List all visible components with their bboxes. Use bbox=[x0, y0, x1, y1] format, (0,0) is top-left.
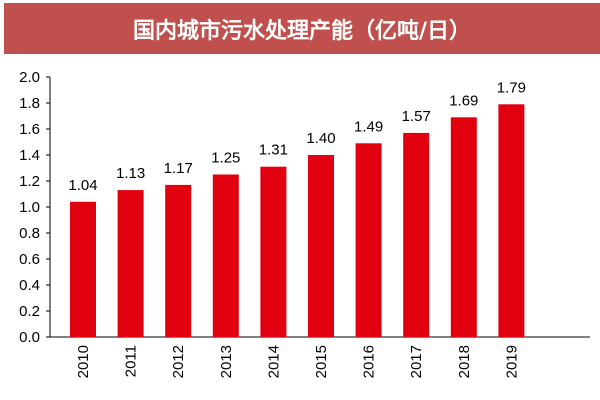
y-tick-label: 0.8 bbox=[19, 225, 40, 242]
y-tick-label: 0.0 bbox=[19, 329, 40, 346]
x-tick-label: 2010 bbox=[75, 345, 92, 378]
x-tick-label: 2013 bbox=[218, 345, 235, 378]
data-label: 1.49 bbox=[354, 118, 383, 135]
y-tick-label: 2.0 bbox=[19, 69, 40, 86]
x-tick-label: 2017 bbox=[408, 345, 425, 378]
data-label: 1.57 bbox=[402, 108, 431, 125]
bar-2018 bbox=[450, 117, 477, 337]
data-label: 1.25 bbox=[211, 150, 240, 167]
x-tick-label: 2015 bbox=[313, 345, 330, 378]
x-tick-label: 2018 bbox=[456, 345, 473, 378]
bar-2013 bbox=[212, 174, 239, 337]
x-tick-label: 2014 bbox=[265, 345, 282, 378]
data-label: 1.31 bbox=[259, 142, 288, 159]
bar-2014 bbox=[260, 166, 287, 337]
bar-2015 bbox=[308, 155, 334, 337]
y-tick-label: 0.4 bbox=[19, 277, 40, 294]
bar-2012 bbox=[165, 184, 192, 337]
data-label: 1.69 bbox=[449, 92, 478, 109]
data-label: 1.13 bbox=[116, 165, 145, 182]
y-tick-label: 1.8 bbox=[19, 95, 40, 112]
bar-2019 bbox=[498, 104, 525, 337]
x-tick-label: 2012 bbox=[170, 345, 187, 378]
bar-2016 bbox=[355, 143, 382, 337]
y-tick-label: 1.0 bbox=[19, 199, 40, 216]
x-tick-label: 2019 bbox=[503, 345, 520, 378]
data-label: 1.40 bbox=[306, 130, 335, 147]
data-label: 1.79 bbox=[497, 79, 526, 96]
y-tick-label: 0.6 bbox=[19, 251, 40, 268]
data-label: 1.17 bbox=[164, 160, 193, 177]
bar-2011 bbox=[117, 190, 144, 337]
bar-2017 bbox=[403, 132, 430, 337]
x-tick-label: 2016 bbox=[361, 345, 378, 378]
chart-title-bar: 国内城市污水处理产能（亿吨/日） bbox=[4, 3, 600, 54]
data-label: 1.04 bbox=[68, 177, 97, 194]
y-tick-label: 0.2 bbox=[19, 303, 40, 320]
y-tick-label: 1.4 bbox=[19, 147, 40, 164]
chart-title: 国内城市污水处理产能（亿吨/日） bbox=[132, 18, 472, 44]
y-tick-label: 1.2 bbox=[19, 173, 40, 190]
bar-2010 bbox=[70, 201, 96, 337]
y-tick-label: 1.6 bbox=[19, 121, 40, 138]
x-tick-label: 2011 bbox=[123, 345, 140, 377]
